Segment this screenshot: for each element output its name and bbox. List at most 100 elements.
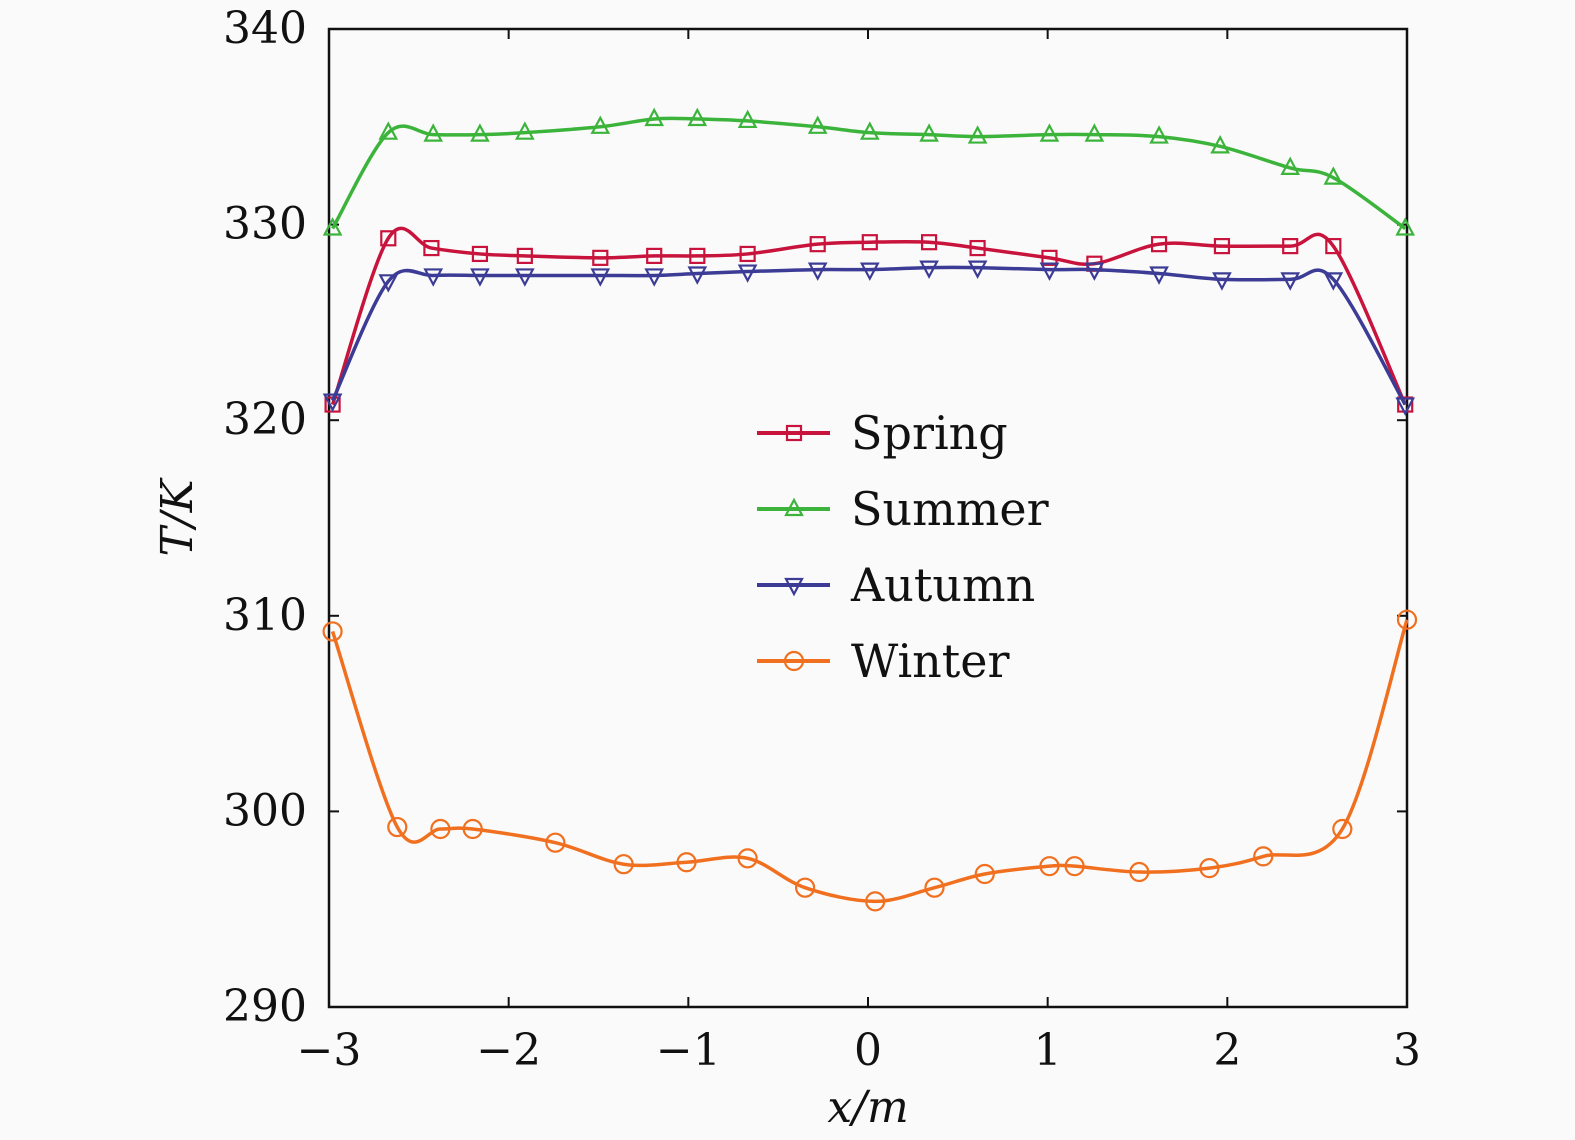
data-point-marker <box>859 121 880 140</box>
data-point-marker <box>423 268 444 287</box>
data-point-marker <box>689 247 706 264</box>
data-point-marker <box>1323 272 1344 291</box>
data-point-marker <box>1039 262 1060 281</box>
x-tick-label: 0 <box>854 1025 882 1076</box>
data-point-marker <box>515 121 535 140</box>
data-point-marker <box>516 247 533 264</box>
legend-marker <box>784 497 804 517</box>
x-tick-label: −3 <box>297 1025 362 1076</box>
data-point-marker <box>1041 249 1058 266</box>
data-point-marker <box>737 109 758 129</box>
x-tick-label: −2 <box>476 1025 541 1076</box>
legend-item-spring: Spring <box>757 406 1008 460</box>
data-point-marker <box>1332 818 1353 840</box>
legend-marker <box>784 577 804 597</box>
data-point-marker <box>1039 123 1060 142</box>
series-line <box>331 265 1407 406</box>
data-point-marker <box>1084 123 1105 142</box>
data-point-marker <box>739 245 756 263</box>
series-line <box>330 619 1409 904</box>
data-point-marker <box>807 262 828 281</box>
data-point-marker <box>1282 238 1299 255</box>
data-point-marker <box>687 107 708 127</box>
data-point-marker <box>387 816 408 838</box>
legend-label: Winter <box>851 634 1010 688</box>
y-tick-label: 320 <box>223 394 307 445</box>
series-summer <box>322 107 1416 236</box>
data-point-marker <box>920 234 938 251</box>
data-point-marker <box>378 274 399 293</box>
data-point-marker <box>1149 266 1169 285</box>
data-point-marker <box>676 852 697 873</box>
legend-marker <box>785 424 803 442</box>
data-point-marker <box>590 268 611 287</box>
data-point-marker <box>590 115 611 134</box>
data-point-marker <box>737 848 758 869</box>
data-point-marker <box>859 262 880 281</box>
series-winter <box>322 609 1418 912</box>
legend-item-summer: Summer <box>757 482 1049 536</box>
data-point-marker <box>545 832 566 853</box>
data-point-marker <box>1280 272 1301 291</box>
data-point-marker <box>1129 861 1150 883</box>
x-tick-label: 3 <box>1393 1025 1421 1076</box>
data-point-marker <box>974 863 995 885</box>
data-point-marker <box>470 268 490 287</box>
data-point-marker <box>322 217 343 236</box>
y-axis-label: T/K <box>152 477 203 556</box>
legend-label: Summer <box>851 482 1049 536</box>
data-point-marker <box>1199 858 1220 879</box>
data-point-marker <box>430 818 451 840</box>
axis-ticks: −3 −2 −1 0 1 2 3 290 300 310 320 330 340 <box>223 3 1421 1076</box>
data-point-marker <box>322 621 343 642</box>
legend-item-autumn: Autumn <box>757 558 1035 612</box>
data-point-marker <box>1395 217 1416 236</box>
data-point-marker <box>967 125 988 144</box>
x-tick-label: 2 <box>1213 1025 1241 1076</box>
data-point-marker <box>423 239 440 257</box>
data-point-marker <box>1039 856 1060 877</box>
data-point-marker <box>644 107 665 127</box>
data-point-marker <box>1396 609 1418 630</box>
legend-label: Autumn <box>850 558 1035 612</box>
data-point-marker <box>646 247 663 264</box>
x-tick-label: 1 <box>1034 1025 1062 1076</box>
data-point-marker <box>322 393 343 412</box>
data-point-marker <box>807 115 828 134</box>
data-point-marker <box>969 239 986 257</box>
legend-label: Spring <box>851 406 1008 460</box>
series-spring <box>324 226 1414 413</box>
series-line <box>331 116 1407 230</box>
data-point-marker <box>865 891 886 912</box>
series-line <box>330 226 1407 406</box>
data-point-marker <box>1323 166 1344 185</box>
data-point-marker <box>919 260 939 279</box>
data-point-marker <box>471 245 489 263</box>
y-tick-label: 310 <box>223 590 307 641</box>
x-tick-label: −1 <box>656 1025 721 1076</box>
data-point-marker <box>515 268 535 287</box>
y-tick-label: 300 <box>223 785 307 836</box>
data-point-marker <box>423 123 444 142</box>
data-point-marker <box>1325 238 1342 255</box>
series-lines <box>322 107 1418 912</box>
series-autumn <box>322 260 1416 416</box>
data-point-marker <box>861 234 878 251</box>
data-point-marker <box>378 121 399 140</box>
data-point-marker <box>1064 856 1085 877</box>
legend-marker <box>783 650 805 672</box>
data-point-marker <box>470 123 490 142</box>
data-point-marker <box>1212 272 1232 291</box>
y-tick-label: 330 <box>223 199 307 250</box>
data-point-marker <box>462 818 483 840</box>
data-point-marker <box>967 260 988 279</box>
data-point-marker <box>737 264 758 283</box>
data-point-marker <box>592 249 609 266</box>
data-point-marker <box>809 236 826 253</box>
data-point-marker <box>687 266 708 285</box>
data-point-marker <box>1084 262 1105 281</box>
y-tick-label: 340 <box>223 3 307 54</box>
data-point-marker <box>795 877 816 898</box>
data-point-marker <box>1149 125 1169 144</box>
